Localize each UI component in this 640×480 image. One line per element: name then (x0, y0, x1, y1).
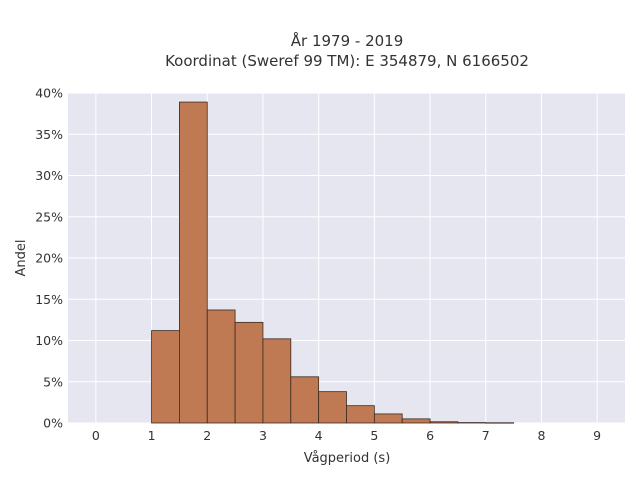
x-tick-label: 0 (92, 428, 100, 443)
y-tick-label: 30% (35, 168, 63, 183)
x-tick-label: 4 (315, 428, 323, 443)
y-tick-label: 35% (35, 127, 63, 142)
x-axis-ticks: 0 1 2 3 4 5 6 7 8 9 (92, 428, 601, 443)
chart-title-line-2: Koordinat (Sweref 99 TM): E 354879, N 61… (165, 52, 529, 70)
x-tick-label: 7 (482, 428, 490, 443)
histogram-bar-10 (429, 421, 459, 424)
histogram-bar-8 (373, 413, 403, 424)
histogram-bar-3 (234, 321, 264, 424)
y-axis-label: Andel (14, 240, 29, 277)
y-tick-label: 5% (43, 374, 63, 389)
histogram-bar-9 (401, 418, 431, 424)
x-tick-label: 2 (203, 428, 211, 443)
y-tick-label: 20% (35, 251, 63, 266)
chart-title-line-1: År 1979 - 2019 (291, 31, 404, 50)
x-tick-label: 3 (259, 428, 267, 443)
y-axis-ticks: 0% 5% 10% 15% 20% 25% 30% 35% 40% (35, 86, 63, 431)
y-tick-label: 0% (43, 416, 63, 431)
histogram-bar-6 (318, 391, 347, 424)
histogram-bar-0 (151, 330, 180, 424)
y-tick-label: 25% (35, 209, 63, 224)
histogram-bar-4 (262, 338, 292, 424)
histogram-bar-7 (346, 405, 375, 424)
x-axis-label: Vågperiod (s) (304, 451, 391, 466)
histogram-bar-5 (290, 376, 320, 424)
x-tick-label: 6 (426, 428, 434, 443)
y-tick-label: 40% (35, 86, 63, 101)
histogram-bars (151, 101, 515, 424)
x-tick-label: 5 (370, 428, 378, 443)
grid-lines (68, 92, 625, 424)
histogram-bar-2 (206, 309, 236, 424)
y-tick-label: 10% (35, 333, 63, 348)
x-tick-label: 9 (593, 428, 601, 443)
y-tick-label: 15% (35, 292, 63, 307)
x-tick-label: 1 (148, 428, 156, 443)
x-tick-label: 8 (537, 428, 545, 443)
histogram-bar-1 (178, 101, 208, 424)
